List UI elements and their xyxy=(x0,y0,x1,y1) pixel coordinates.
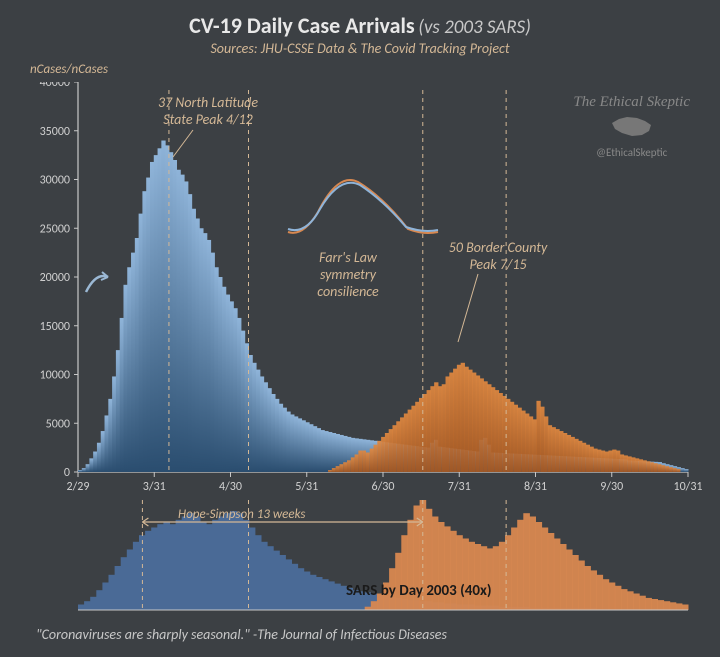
svg-text:15000: 15000 xyxy=(40,320,70,334)
svg-text:50 Border County: 50 Border County xyxy=(449,239,548,256)
footer-quote: "Coronaviruses are sharply seasonal." -T… xyxy=(36,626,447,643)
svg-text:25000: 25000 xyxy=(40,222,70,236)
svg-text:40000: 40000 xyxy=(40,82,70,90)
svg-text:Peak 7/15: Peak 7/15 xyxy=(469,256,526,273)
svg-text:consilience: consilience xyxy=(317,283,379,300)
chart-title: CV-19 Daily Case Arrivals (vs 2003 SARS) xyxy=(0,12,720,39)
svg-text:3/31: 3/31 xyxy=(143,480,166,494)
chart-root: CV-19 Daily Case Arrivals (vs 2003 SARS)… xyxy=(0,0,720,657)
svg-text:4/30: 4/30 xyxy=(219,480,242,494)
main-chart: 0 5000 10000 15000 20000 25000 30000 35000 40000… xyxy=(18,82,708,502)
svg-text:2/29: 2/29 xyxy=(67,480,90,494)
svg-text:10000: 10000 xyxy=(40,369,70,383)
svg-text:37 North Latitude: 37 North Latitude xyxy=(158,94,258,111)
svg-text:9/30: 9/30 xyxy=(600,480,623,494)
svg-text:10/31: 10/31 xyxy=(674,480,703,494)
svg-text:0: 0 xyxy=(64,466,70,480)
svg-text:5000: 5000 xyxy=(46,417,70,431)
svg-text:6/30: 6/30 xyxy=(372,480,395,494)
title-main: CV-19 Daily Case Arrivals xyxy=(189,12,415,39)
sources-line: Sources: JHU-CSSE Data & The Covid Track… xyxy=(0,40,720,57)
svg-text:35000: 35000 xyxy=(40,125,70,139)
hope-simpson-label: Hope-Simpson 13 weeks xyxy=(178,507,305,522)
svg-text:symmetry: symmetry xyxy=(320,266,377,283)
y-axis-label: nCases/nCases xyxy=(30,62,108,77)
svg-text:Farr's Law: Farr's Law xyxy=(319,249,378,266)
svg-text:20000: 20000 xyxy=(40,271,70,285)
svg-text:5/31: 5/31 xyxy=(295,480,318,494)
sars-day-label: SARS by Day 2003 (40x) xyxy=(346,582,492,600)
svg-text:8/31: 8/31 xyxy=(524,480,547,494)
svg-text:7/31: 7/31 xyxy=(448,480,471,494)
title-sub: (vs 2003 SARS) xyxy=(418,16,531,39)
svg-text:State Peak 4/12: State Peak 4/12 xyxy=(163,111,253,128)
sars-chart xyxy=(18,500,708,620)
svg-text:30000: 30000 xyxy=(40,174,70,188)
